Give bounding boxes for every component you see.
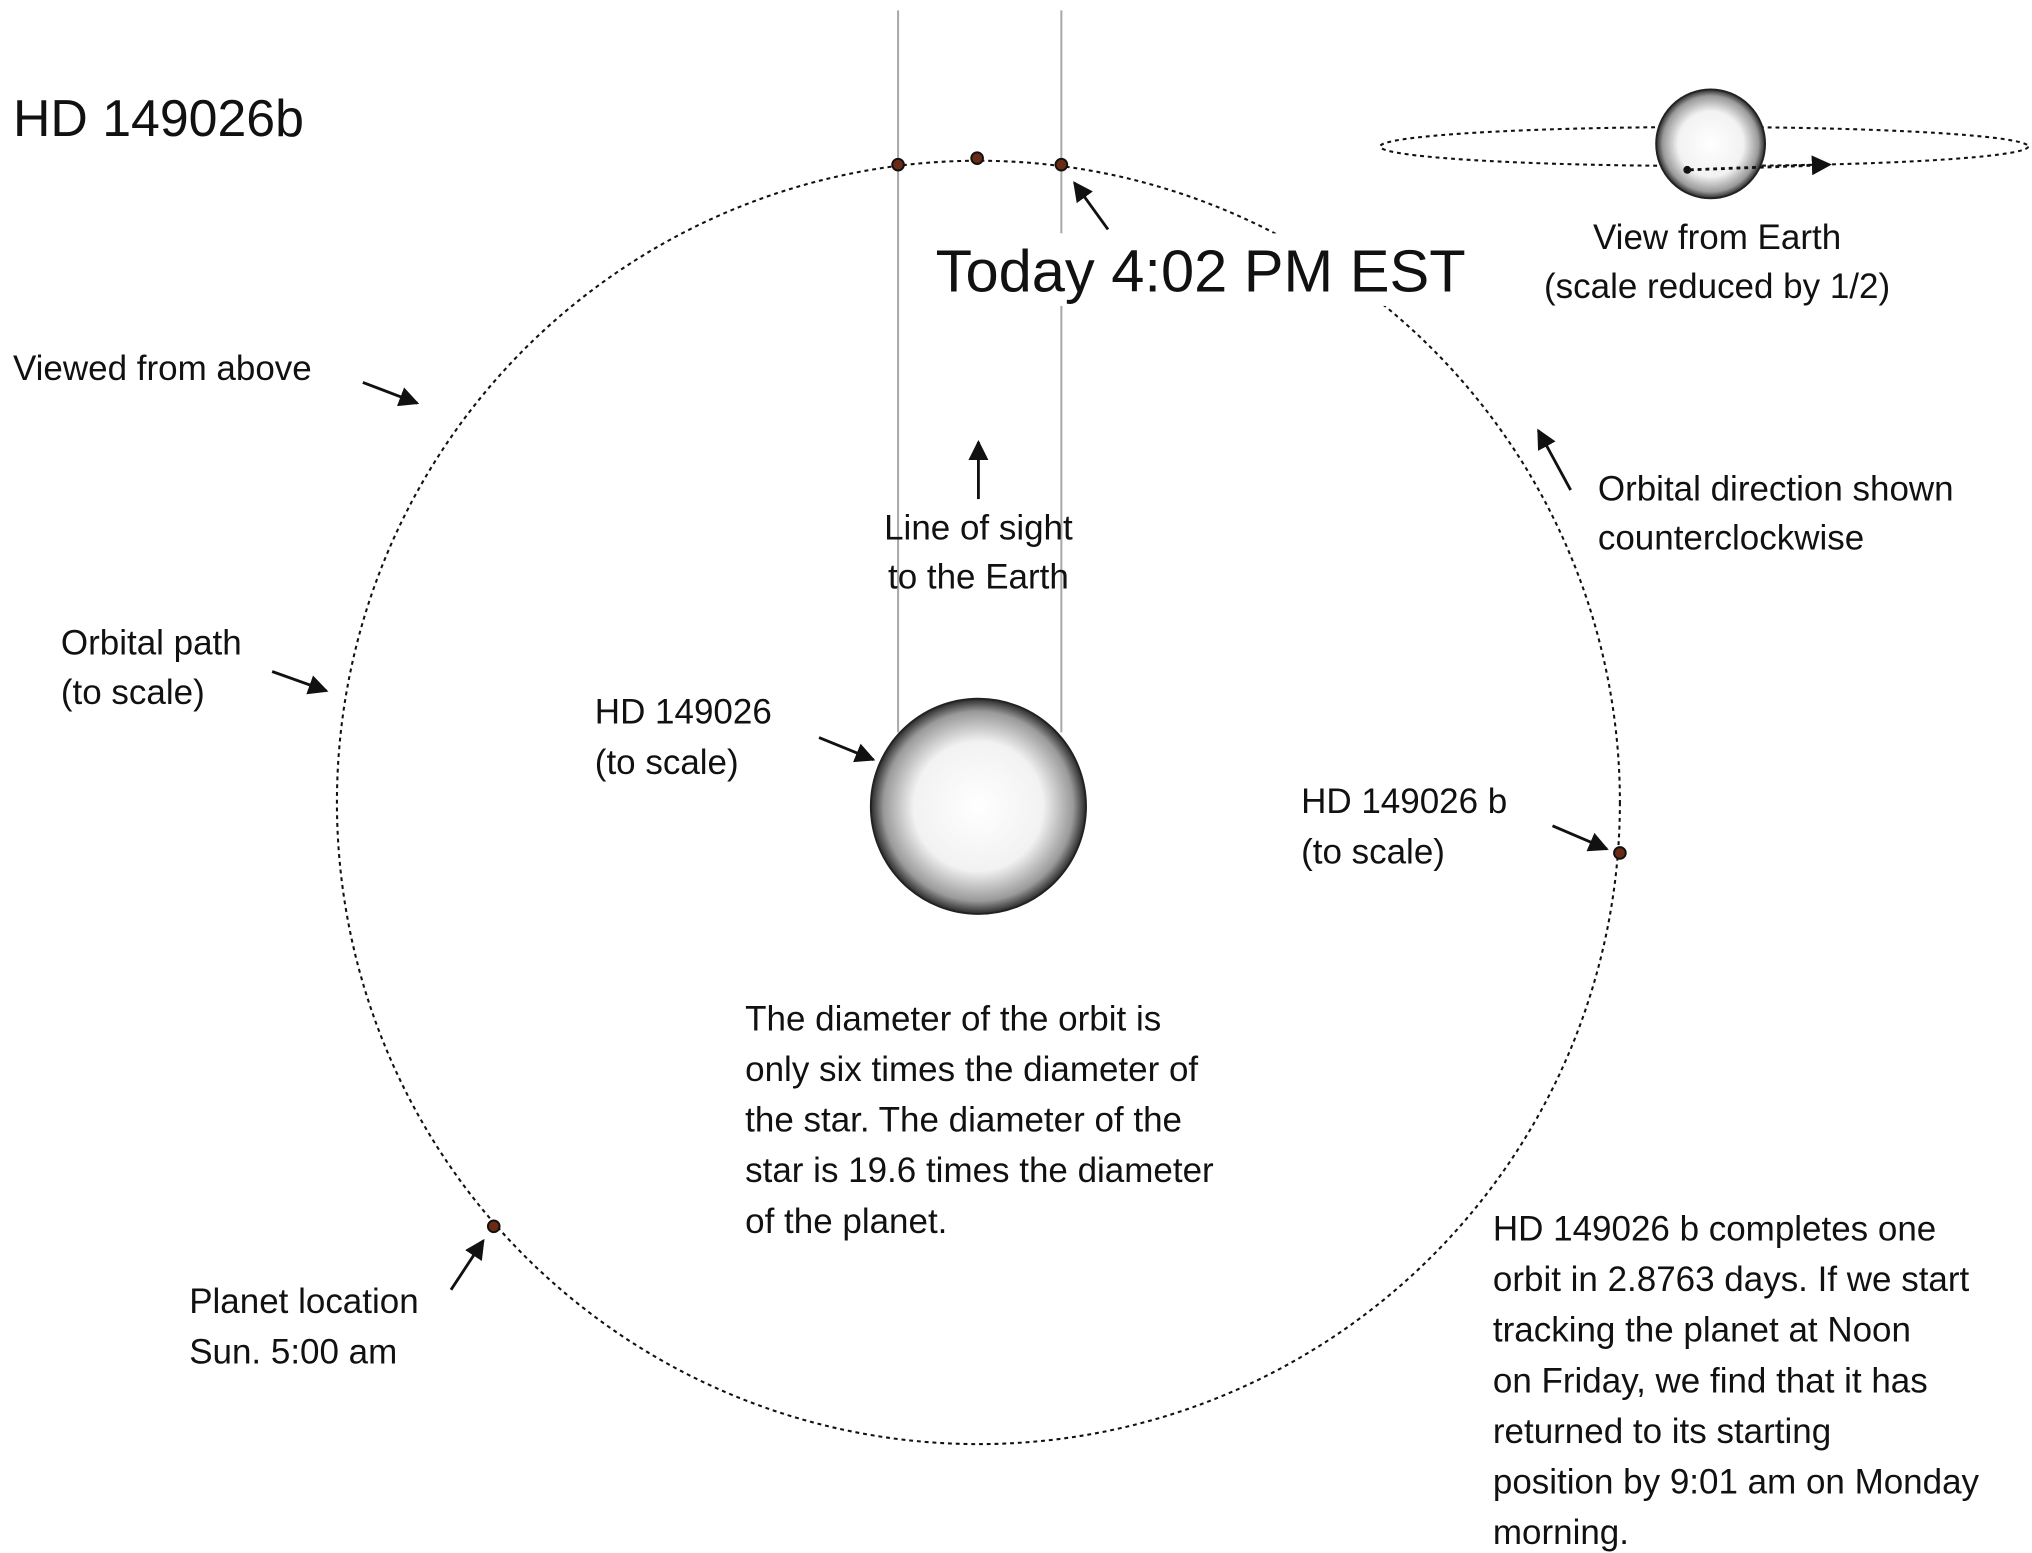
orbit: [335, 159, 1621, 1446]
period-note-text: orbit in 2.8763 days. If we start: [1493, 1260, 1970, 1299]
planet-dot: [970, 151, 984, 165]
period-note-text: morning.: [1493, 1513, 1629, 1552]
orbital-direction-text: Orbital direction shown: [1598, 469, 1954, 508]
star-small: [1655, 88, 1767, 200]
diameter-note-text: the star. The diameter of the: [745, 1101, 1182, 1140]
arrow: [449, 1238, 485, 1291]
period-note-text: tracking the planet at Noon: [1493, 1311, 1911, 1350]
period-note-text: HD 149026 b completes one: [1493, 1210, 1936, 1249]
planet-dot: [891, 157, 905, 172]
arrow: [818, 736, 876, 763]
orbital-direction-text: counterclockwise: [1598, 519, 1864, 558]
planet-dot: [1054, 157, 1069, 172]
planet-text: HD 149026 b: [1301, 782, 1507, 821]
arrow: [362, 381, 420, 407]
arrow: [1073, 181, 1110, 231]
orbital-path-text: (to scale): [61, 673, 205, 712]
star: [869, 697, 1087, 915]
planet-dot: [486, 1219, 501, 1234]
period-note-text: returned to its starting: [1493, 1412, 1831, 1451]
diameter-note-text: The diameter of the orbit is: [745, 1000, 1161, 1039]
diameter-note-text: only six times the diameter of: [745, 1050, 1198, 1089]
planet-location-text: Planet location: [189, 1282, 418, 1321]
planet-dot: [1613, 846, 1627, 860]
planet-text: (to scale): [1301, 832, 1445, 871]
star-text: (to scale): [595, 743, 739, 782]
timestamp-bg: [930, 233, 1439, 306]
orbital-path-text: Orbital path: [61, 624, 242, 663]
planet-location-text: Sun. 5:00 am: [189, 1333, 397, 1372]
planet-dot-small: [1683, 165, 1692, 174]
star-text: HD 149026: [595, 692, 772, 731]
line-of-sight-text: Line of sight: [884, 508, 1073, 547]
title: HD 149026b: [13, 89, 304, 147]
arrow: [1551, 824, 1609, 852]
arrow: [271, 670, 329, 695]
earth-view-text: (scale reduced by 1/2): [1544, 267, 1890, 306]
diameter-note-text: star is 19.6 times the diameter: [745, 1151, 1214, 1190]
viewed-from-above-text: Viewed from above: [13, 349, 312, 388]
arrow: [1537, 428, 1572, 491]
edge-on-orbit: [1379, 126, 2030, 167]
period-note-text: position by 9:01 am on Monday: [1493, 1462, 1980, 1501]
timestamp: Today 4:02 PM EST: [936, 238, 1466, 305]
diameter-note-text: of the planet.: [745, 1202, 947, 1241]
earth-view-text: View from Earth: [1593, 218, 1841, 257]
period-note-text: on Friday, we find that it has: [1493, 1361, 1928, 1400]
line-of-sight-text: to the Earth: [888, 558, 1069, 597]
direction-arrow: [1689, 155, 1832, 176]
